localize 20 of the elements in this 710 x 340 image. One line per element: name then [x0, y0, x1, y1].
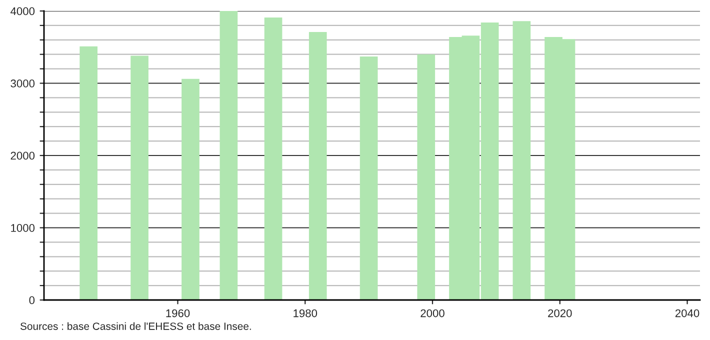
x-tick-label: 2040 — [675, 309, 700, 318]
y-tick-label: 0 — [29, 296, 35, 304]
bar — [417, 54, 436, 300]
bar — [220, 11, 238, 300]
y-tick-label: 2000 — [10, 152, 35, 160]
x-tick-label: 2000 — [420, 309, 444, 318]
x-tick-label: 2020 — [548, 309, 572, 318]
x-tick-label: 1980 — [294, 309, 318, 318]
bar — [512, 21, 531, 300]
bar — [80, 46, 98, 300]
y-tick-label: 3000 — [10, 80, 35, 88]
bar — [182, 78, 200, 300]
y-tick-label: 4000 — [10, 7, 35, 16]
source-note: Sources : base Cassini de l'EHESS et base Insee. — [20, 322, 251, 330]
bar — [308, 32, 327, 300]
bar — [264, 18, 282, 300]
bar — [360, 56, 378, 300]
y-tick-label: 1000 — [11, 224, 35, 232]
bar — [130, 56, 148, 300]
x-tick-label: 1960 — [166, 309, 190, 318]
